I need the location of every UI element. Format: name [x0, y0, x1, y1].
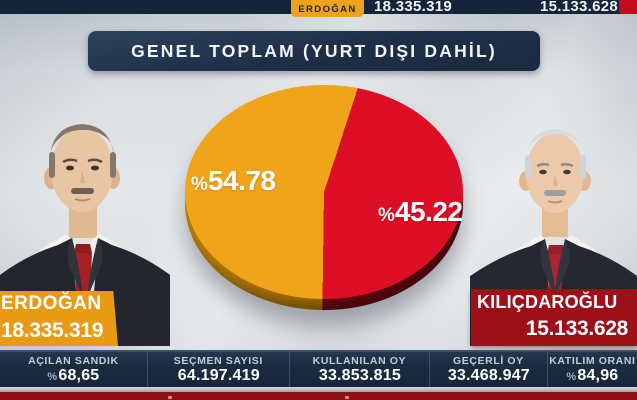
separator-strip [0, 387, 637, 392]
stat-katilim-orani: KATILIM ORANI %84,96 [548, 352, 637, 387]
stat-value: 84,96 [577, 366, 619, 384]
stat-label: AÇILAN SANDIK [28, 354, 119, 367]
stat-label: SEÇMEN SAYISI [173, 354, 263, 367]
stat-value: 33.853.815 [318, 366, 401, 384]
stats-bar: AÇILAN SANDIK %68,65 SEÇMEN SAYISI 64.19… [0, 350, 637, 387]
erdogan-banner: ERDOĞAN 18.335.319 [0, 291, 118, 346]
erdogan-banner-name: ERDOĞAN [1, 293, 102, 314]
kilicdaroglu-banner: KILIÇDAROĞLU 15.133.628 [471, 289, 637, 346]
ticker-right-vote-count: 15.133.628 [540, 0, 619, 15]
stat-kullanilan-oy: KULLANILAN OY 33.853.815 [290, 352, 430, 387]
ticker-text-fragment [345, 396, 349, 399]
stat-acilan-sandik: AÇILAN SANDIK %68,65 [0, 352, 148, 387]
stat-secmen-sayisi: SEÇMEN SAYISI 64.197.419 [148, 352, 290, 387]
erdogan-banner-votes: 18.335.319 [1, 319, 104, 342]
percent-sign: % [378, 205, 395, 226]
percent-sign: % [191, 174, 208, 195]
stat-label: KATILIM ORANI [549, 354, 636, 367]
kilicdaroglu-banner-name: KILIÇDAROĞLU [477, 292, 618, 312]
stat-gecerli-oy: GEÇERLİ OY 33.468.947 [430, 352, 548, 387]
ticker-candidate-badge: ERDOĞAN [291, 0, 364, 17]
stat-value: 33.468.947 [447, 366, 530, 384]
percent-sign: % [566, 370, 577, 383]
pie-label-erdogan: %54.78 [191, 165, 276, 197]
kilicdaroglu-banner-votes: 15.133.628 [525, 317, 628, 340]
bottom-ticker-strip [0, 392, 637, 400]
page-title: GENEL TOPLAM (YURT DIŞI DAHİL) [88, 31, 540, 71]
percent-value: 54.78 [207, 165, 276, 196]
stat-value: 64.197.419 [177, 366, 260, 384]
percent-sign: % [47, 370, 58, 383]
ticker-red-badge-stub [619, 0, 637, 14]
ticker-text-fragment [168, 396, 172, 399]
percent-value: 45.22 [394, 196, 463, 227]
pie-chart [185, 85, 463, 310]
stat-value: 68,65 [58, 366, 100, 384]
pie-top [185, 85, 463, 299]
ticker-left-vote-count: 18.335.319 [374, 0, 453, 15]
stat-label: GEÇERLİ OY [452, 354, 524, 367]
stat-label: KULLANILAN OY [312, 354, 407, 367]
pie-label-kilicdaroglu: %45.22 [378, 196, 463, 228]
